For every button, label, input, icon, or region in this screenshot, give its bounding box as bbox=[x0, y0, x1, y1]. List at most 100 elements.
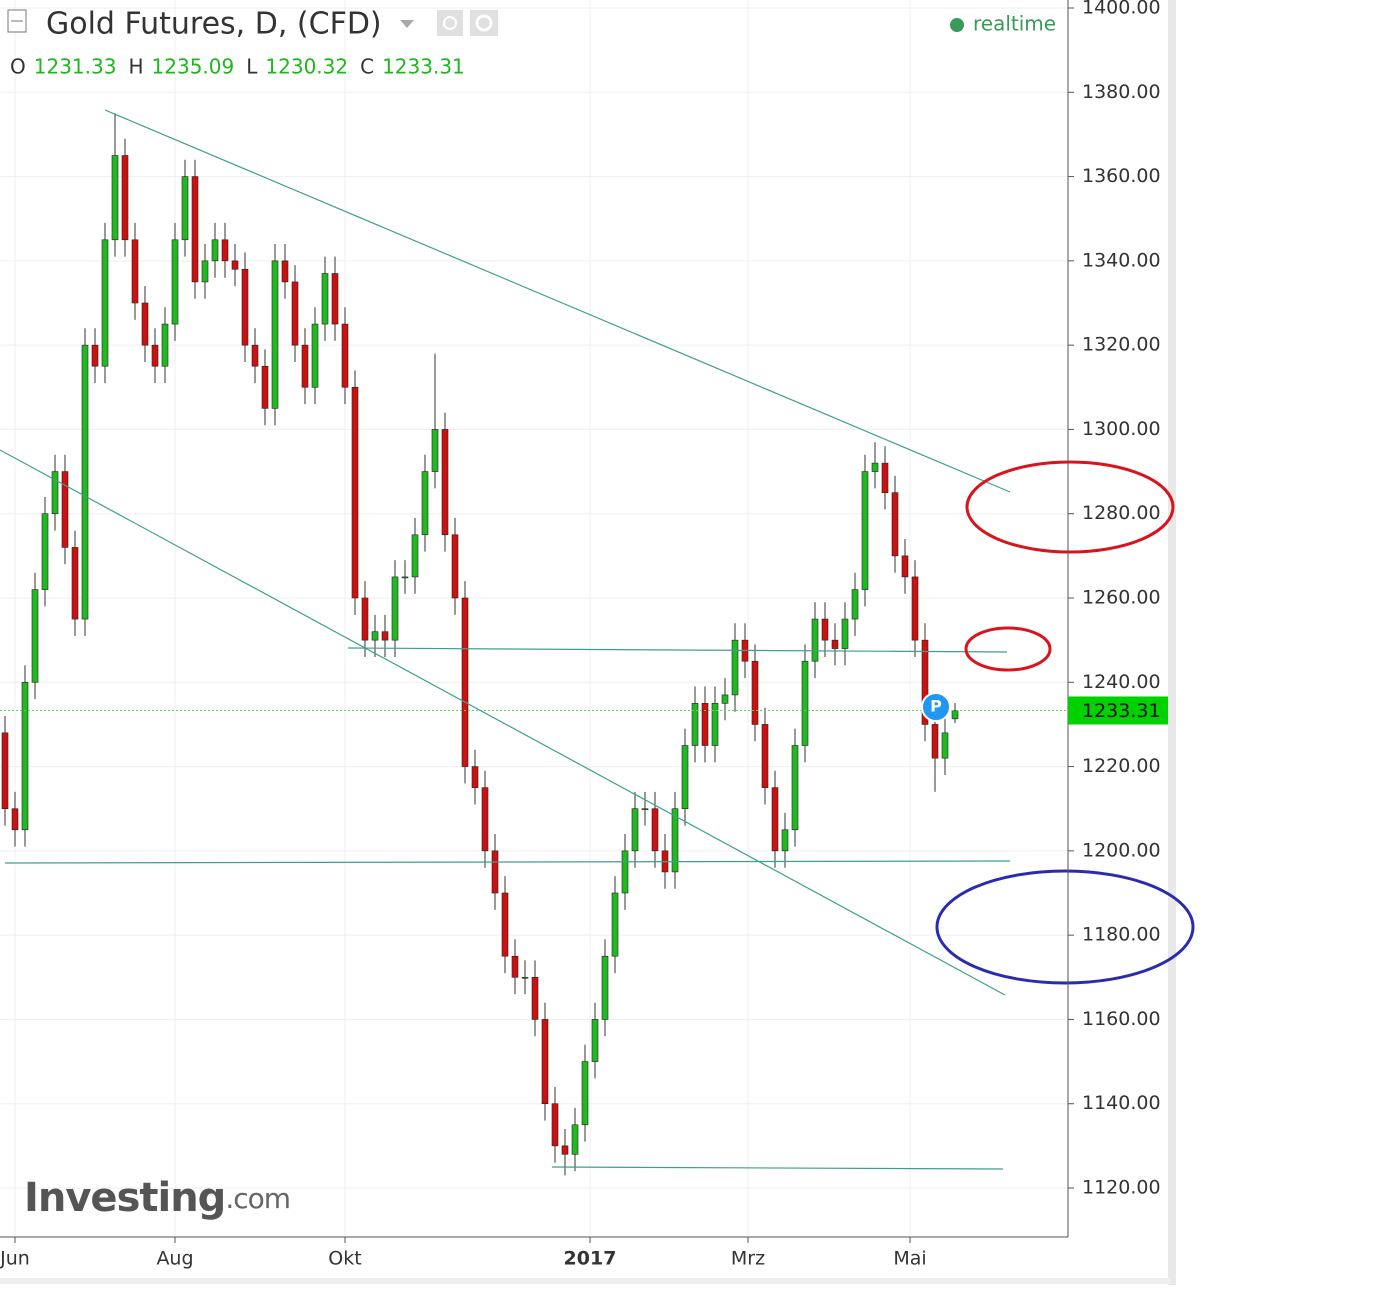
dropdown-arrow[interactable] bbox=[400, 20, 414, 28]
ohlc-value: 1233.31 bbox=[382, 55, 465, 79]
candle-body bbox=[541, 1019, 549, 1105]
candle-body bbox=[581, 1061, 589, 1126]
candles bbox=[0, 113, 1068, 1176]
candle-body bbox=[181, 176, 189, 241]
candle-body bbox=[761, 724, 769, 788]
candle-body bbox=[311, 323, 319, 388]
candle-body bbox=[841, 618, 849, 649]
candle-body bbox=[71, 547, 79, 620]
candle-body bbox=[901, 555, 909, 578]
y-tick-label: 1240.00 bbox=[1082, 671, 1161, 693]
ohlc-readout: O 1231.33 H 1235.09 L 1230.32 C 1233.31 bbox=[10, 55, 465, 79]
event-marker-letter: P bbox=[930, 697, 942, 716]
candle-body bbox=[41, 513, 49, 590]
candle-body bbox=[141, 302, 149, 346]
candle-body bbox=[851, 589, 859, 620]
candle-body bbox=[51, 471, 59, 515]
candle-body bbox=[231, 260, 239, 270]
candle-body bbox=[331, 273, 339, 325]
candle-body bbox=[401, 576, 409, 579]
candle-body bbox=[111, 155, 119, 241]
candle-body bbox=[551, 1103, 559, 1147]
y-tick-label: 1320.00 bbox=[1082, 334, 1161, 356]
candle-body bbox=[101, 239, 109, 367]
ohlc-value: 1235.09 bbox=[152, 55, 235, 79]
last-price-label: 1233.31 bbox=[1082, 700, 1161, 722]
candle-body bbox=[351, 386, 359, 599]
highlight-ellipse bbox=[964, 626, 1052, 672]
candle-body bbox=[281, 260, 289, 283]
eye-icon bbox=[443, 16, 457, 30]
candle-body bbox=[491, 850, 499, 894]
y-tick-label: 1200.00 bbox=[1082, 839, 1161, 861]
candle-body bbox=[591, 1019, 599, 1062]
trend-line bbox=[0, 449, 1006, 996]
candle-body bbox=[701, 703, 709, 746]
candle-body bbox=[651, 808, 659, 852]
y-tick-label: 1260.00 bbox=[1082, 587, 1161, 609]
candle-body bbox=[821, 618, 829, 641]
candle-body bbox=[631, 808, 639, 852]
candle-body bbox=[781, 829, 789, 852]
candle-body bbox=[521, 976, 529, 979]
eye-button[interactable] bbox=[437, 10, 463, 36]
candle-body bbox=[621, 850, 629, 894]
settings-button[interactable] bbox=[470, 10, 498, 36]
watermark-suffix: .com bbox=[225, 1182, 290, 1215]
trend-lines bbox=[0, 109, 1011, 1170]
candle-body bbox=[191, 176, 199, 283]
candle-body bbox=[871, 462, 879, 472]
x-tick-label: Okt bbox=[328, 1248, 361, 1270]
candle-body bbox=[431, 429, 439, 472]
settings-icon bbox=[475, 14, 493, 32]
candle-body bbox=[721, 694, 729, 704]
last-price-tag bbox=[1068, 696, 1168, 725]
ohlc-key: C bbox=[360, 55, 374, 79]
status-dot bbox=[950, 18, 964, 32]
grid bbox=[0, 0, 1068, 1237]
candle-body bbox=[611, 892, 619, 957]
candle-body bbox=[931, 724, 939, 759]
x-tick-label: Mai bbox=[893, 1248, 926, 1270]
status-text: realtime bbox=[973, 12, 1056, 36]
y-tick-label: 1360.00 bbox=[1082, 165, 1161, 187]
trend-line bbox=[347, 647, 1008, 653]
event-marker[interactable] bbox=[921, 692, 951, 722]
candle-body bbox=[711, 703, 719, 746]
candle-body bbox=[681, 745, 689, 810]
axis-labels: 1400.00 1380.00 1360.00 1340.00 1320.00 1300.… bbox=[0, 0, 1168, 1270]
candle-body bbox=[381, 631, 389, 641]
candle-body bbox=[1, 732, 9, 810]
candle-body bbox=[921, 639, 929, 725]
candle-body bbox=[461, 597, 469, 767]
candle-body bbox=[301, 344, 309, 388]
y-tick-label: 1340.00 bbox=[1082, 249, 1161, 271]
watermark: Investing.com bbox=[24, 1175, 290, 1221]
candle-body bbox=[201, 260, 209, 283]
ohlc-value: 1231.33 bbox=[34, 55, 117, 79]
candle-body bbox=[251, 344, 259, 367]
candle-body bbox=[391, 576, 399, 641]
candle-body bbox=[361, 597, 369, 641]
candle-body bbox=[131, 239, 139, 304]
candle-body bbox=[341, 323, 349, 388]
candle-body bbox=[261, 365, 269, 409]
candle-body bbox=[691, 703, 699, 746]
candle-body bbox=[941, 732, 949, 759]
x-tick-label: 2017 bbox=[564, 1248, 617, 1270]
y-tick-label: 1380.00 bbox=[1082, 81, 1161, 103]
candle-body bbox=[891, 492, 899, 557]
candle-body bbox=[81, 344, 89, 620]
candle-body bbox=[671, 808, 679, 873]
chart-title: Gold Futures, D, (CFD) bbox=[46, 7, 382, 42]
candle-body bbox=[11, 808, 19, 831]
candle-body bbox=[641, 808, 649, 811]
x-tick-label: Jun bbox=[0, 1248, 30, 1270]
x-tick-label: Mrz bbox=[731, 1248, 765, 1270]
candle-body bbox=[831, 639, 839, 649]
candle-body bbox=[471, 766, 479, 788]
candle-body bbox=[241, 268, 249, 346]
candle-body bbox=[151, 344, 159, 367]
candle-body bbox=[441, 429, 449, 536]
candle-body bbox=[751, 660, 759, 725]
